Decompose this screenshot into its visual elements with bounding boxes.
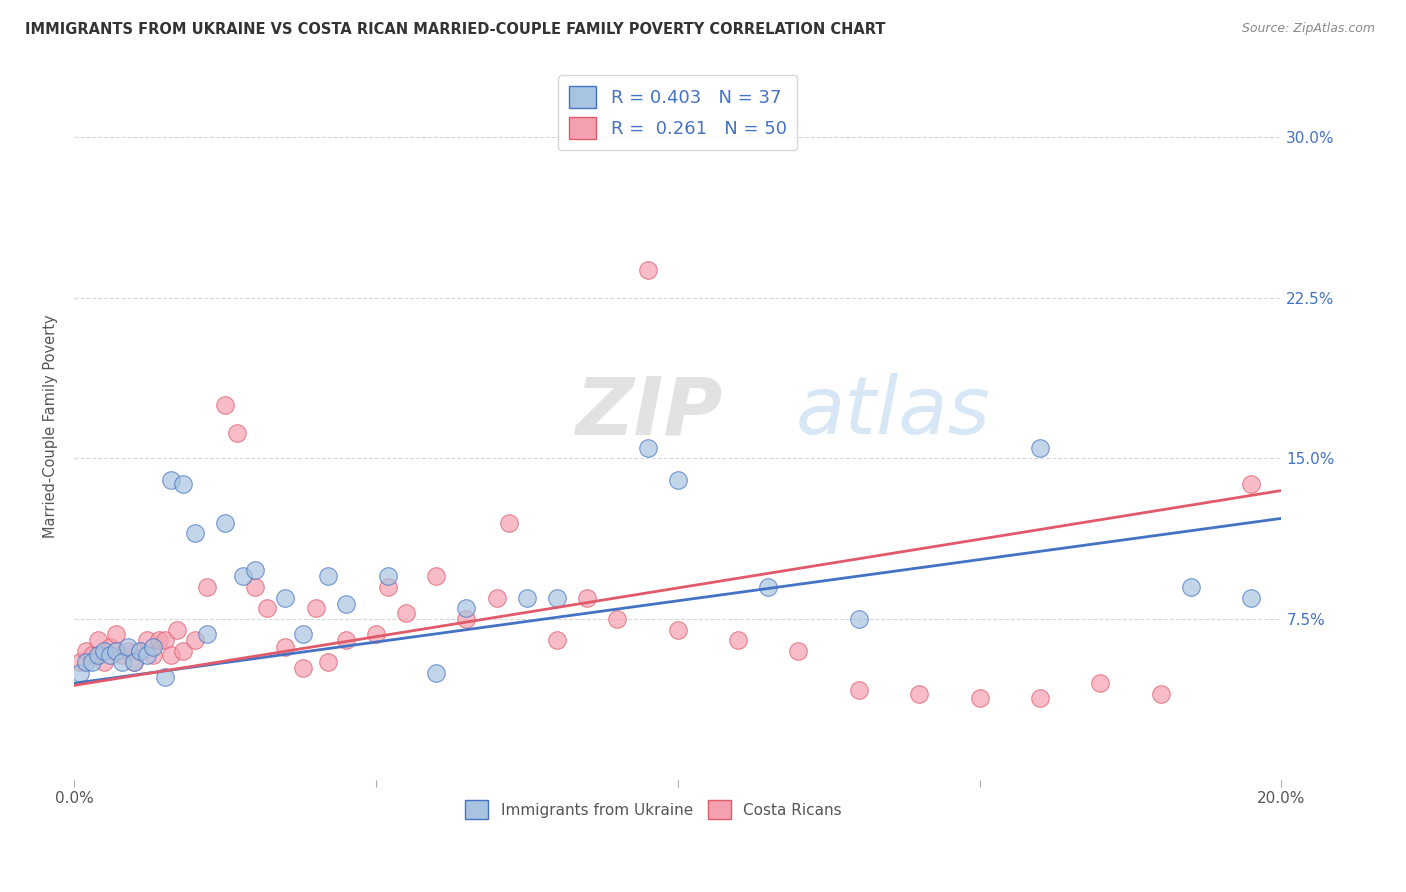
Point	[456, 601, 478, 615]
Text: IMMIGRANTS FROM UKRAINE VS COSTA RICAN MARRIED-COUPLE FAMILY POVERTY CORRELATION: IMMIGRANTS FROM UKRAINE VS COSTA RICAN M…	[25, 22, 886, 37]
Text: ZIP: ZIP	[575, 373, 723, 451]
Point	[98, 648, 121, 663]
Point	[172, 644, 194, 658]
Point	[69, 655, 91, 669]
Point	[637, 263, 659, 277]
Point	[184, 526, 207, 541]
Point	[498, 516, 520, 530]
Point	[111, 655, 134, 669]
Point	[848, 612, 870, 626]
Point	[1090, 676, 1112, 690]
Point	[159, 648, 181, 663]
Point	[142, 648, 165, 663]
Point	[304, 601, 326, 615]
Point	[848, 682, 870, 697]
Point	[148, 633, 170, 648]
Point	[159, 473, 181, 487]
Point	[756, 580, 779, 594]
Point	[184, 633, 207, 648]
Point	[606, 612, 628, 626]
Point	[727, 633, 749, 648]
Point	[195, 627, 218, 641]
Point	[1240, 591, 1263, 605]
Point	[256, 601, 278, 615]
Point	[135, 648, 157, 663]
Point	[75, 655, 97, 669]
Legend: Immigrants from Ukraine, Costa Ricans: Immigrants from Ukraine, Costa Ricans	[460, 794, 848, 825]
Point	[316, 569, 339, 583]
Point	[395, 606, 418, 620]
Point	[274, 591, 297, 605]
Point	[637, 441, 659, 455]
Point	[787, 644, 810, 658]
Point	[153, 633, 176, 648]
Point	[377, 580, 399, 594]
Point	[117, 640, 139, 654]
Point	[195, 580, 218, 594]
Point	[292, 661, 315, 675]
Point	[129, 644, 152, 658]
Point	[425, 665, 447, 680]
Y-axis label: Married-Couple Family Poverty: Married-Couple Family Poverty	[44, 315, 58, 538]
Point	[105, 627, 128, 641]
Point	[1029, 691, 1052, 706]
Text: Source: ZipAtlas.com: Source: ZipAtlas.com	[1241, 22, 1375, 36]
Point	[666, 623, 689, 637]
Point	[546, 633, 568, 648]
Point	[87, 633, 110, 648]
Point	[425, 569, 447, 583]
Point	[485, 591, 508, 605]
Point	[214, 516, 236, 530]
Point	[172, 477, 194, 491]
Point	[142, 640, 165, 654]
Point	[124, 655, 146, 669]
Point	[243, 563, 266, 577]
Point	[274, 640, 297, 654]
Point	[377, 569, 399, 583]
Point	[364, 627, 387, 641]
Point	[87, 648, 110, 663]
Point	[1029, 441, 1052, 455]
Point	[82, 655, 104, 669]
Point	[516, 591, 538, 605]
Point	[316, 655, 339, 669]
Point	[75, 644, 97, 658]
Point	[93, 655, 115, 669]
Point	[214, 398, 236, 412]
Point	[105, 644, 128, 658]
Point	[153, 670, 176, 684]
Point	[226, 425, 249, 440]
Point	[166, 623, 188, 637]
Point	[93, 644, 115, 658]
Point	[1240, 477, 1263, 491]
Point	[129, 644, 152, 658]
Point	[98, 640, 121, 654]
Point	[456, 612, 478, 626]
Point	[69, 665, 91, 680]
Point	[1150, 687, 1173, 701]
Point	[546, 591, 568, 605]
Point	[969, 691, 991, 706]
Text: atlas: atlas	[796, 373, 991, 451]
Point	[124, 655, 146, 669]
Point	[908, 687, 931, 701]
Point	[666, 473, 689, 487]
Point	[111, 648, 134, 663]
Point	[135, 633, 157, 648]
Point	[335, 597, 357, 611]
Point	[292, 627, 315, 641]
Point	[232, 569, 254, 583]
Point	[117, 644, 139, 658]
Point	[576, 591, 599, 605]
Point	[335, 633, 357, 648]
Point	[243, 580, 266, 594]
Point	[82, 648, 104, 663]
Point	[1180, 580, 1202, 594]
